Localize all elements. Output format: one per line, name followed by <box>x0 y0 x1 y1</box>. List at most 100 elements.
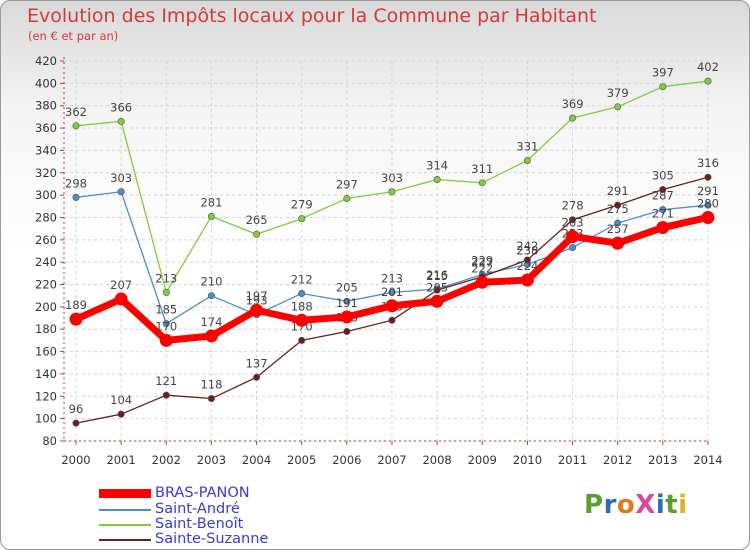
x-tick-label: 2001 <box>106 453 135 467</box>
data-point-bras-panon <box>159 333 173 347</box>
y-tick-label: 340 <box>35 143 57 157</box>
y-tick-label: 360 <box>35 121 57 135</box>
data-point-sainte-suzanne <box>569 216 577 224</box>
y-tick-label: 120 <box>35 389 57 403</box>
legend-swatch-saint-benoit <box>99 524 151 526</box>
data-label-saint-benoit: 265 <box>246 213 268 227</box>
logo-letter: P <box>584 490 604 520</box>
data-point-saint-benoit <box>478 179 486 187</box>
proxiti-logo[interactable]: ProXiti <box>584 490 688 520</box>
data-label-sainte-suzanne: 104 <box>110 393 132 407</box>
legend-label-saint-andre: Saint-André <box>155 501 240 517</box>
y-tick-label: 240 <box>35 255 57 269</box>
data-label-saint-andre: 210 <box>200 275 222 289</box>
data-point-saint-benoit <box>162 288 170 296</box>
data-label-sainte-suzanne: 242 <box>516 239 538 253</box>
data-label-sainte-suzanne: 316 <box>697 156 719 170</box>
y-tick-label: 320 <box>35 166 57 180</box>
logo-letter: i <box>678 490 688 520</box>
legend-item-bras-panon: BRAS-PANON <box>99 485 339 502</box>
data-label-saint-andre: 287 <box>652 189 674 203</box>
chart-subtitle: (en € et par an) <box>28 29 119 43</box>
data-label-saint-andre: 193 <box>246 294 268 308</box>
data-label-bras-panon: 205 <box>426 280 448 294</box>
data-label-saint-benoit: 331 <box>516 139 538 153</box>
data-label-bras-panon: 207 <box>110 278 132 292</box>
logo-letter: X <box>635 490 656 520</box>
data-label-saint-andre: 229 <box>471 253 493 267</box>
y-tick-label: 80 <box>42 434 57 448</box>
data-point-bras-panon <box>701 210 715 224</box>
data-label-saint-andre: 238 <box>516 243 538 257</box>
data-point-saint-benoit <box>614 103 622 111</box>
data-point-saint-andre <box>659 206 667 214</box>
data-label-sainte-suzanne: 137 <box>246 356 268 370</box>
data-label-bras-panon: 280 <box>697 196 719 210</box>
data-label-bras-panon: 170 <box>155 319 177 333</box>
data-label-saint-andre: 275 <box>607 202 629 216</box>
data-point-saint-andre <box>343 297 351 305</box>
data-label-saint-benoit: 213 <box>155 271 177 285</box>
data-label-bras-panon: 189 <box>65 298 87 312</box>
x-tick-label: 2009 <box>468 453 497 467</box>
y-tick-label: 380 <box>35 99 57 113</box>
chart-title: Evolution des Impôts locaux pour la Comm… <box>27 5 597 27</box>
data-label-sainte-suzanne: 215 <box>426 269 448 283</box>
data-point-sainte-suzanne <box>659 186 667 194</box>
data-point-saint-benoit <box>343 194 351 202</box>
data-label-bras-panon: 271 <box>652 207 674 221</box>
legend-label-sainte-suzanne: Sainte-Suzanne <box>155 531 269 547</box>
data-label-sainte-suzanne: 227 <box>471 256 493 270</box>
data-point-saint-benoit <box>433 175 441 183</box>
data-point-bras-panon <box>250 303 264 317</box>
logo-letter: t <box>665 490 679 520</box>
data-point-sainte-suzanne <box>253 373 261 381</box>
data-label-saint-andre: 213 <box>381 271 403 285</box>
data-point-saint-benoit <box>388 188 396 196</box>
data-point-bras-panon <box>430 294 444 308</box>
data-label-sainte-suzanne: 305 <box>652 169 674 183</box>
data-label-bras-panon: 191 <box>336 296 358 310</box>
data-label-saint-andre: 185 <box>155 303 177 317</box>
data-point-sainte-suzanne <box>704 173 712 181</box>
data-label-saint-andre: 291 <box>697 184 719 198</box>
data-label-bras-panon: 188 <box>291 299 313 313</box>
data-point-sainte-suzanne <box>388 316 396 324</box>
data-point-saint-andre <box>117 188 125 196</box>
x-tick-label: 2007 <box>377 453 406 467</box>
x-tick-label: 2008 <box>422 453 451 467</box>
data-label-saint-andre: 298 <box>65 176 87 190</box>
data-label-saint-benoit: 369 <box>562 97 584 111</box>
data-label-bras-panon: 257 <box>607 222 629 236</box>
data-point-bras-panon <box>204 329 218 343</box>
data-point-sainte-suzanne <box>72 419 80 427</box>
data-point-saint-andre <box>569 244 577 252</box>
data-point-sainte-suzanne <box>207 395 215 403</box>
data-point-saint-benoit <box>523 156 531 164</box>
data-point-sainte-suzanne <box>117 410 125 418</box>
legend-swatch-sainte-suzanne <box>99 539 151 541</box>
data-point-saint-andre <box>72 193 80 201</box>
data-point-saint-benoit <box>117 117 125 125</box>
data-label-saint-benoit: 402 <box>697 60 719 74</box>
data-point-bras-panon <box>385 299 399 313</box>
legend-item-saint-andre: Saint-André <box>99 501 339 518</box>
data-label-bras-panon: 224 <box>516 259 538 273</box>
data-point-sainte-suzanne <box>343 327 351 335</box>
data-point-saint-benoit <box>72 122 80 130</box>
data-point-bras-panon <box>340 310 354 324</box>
data-label-sainte-suzanne: 121 <box>155 374 177 388</box>
legend-item-saint-benoit: Saint-Benoît <box>99 516 339 533</box>
data-label-saint-benoit: 379 <box>607 86 629 100</box>
data-point-saint-benoit <box>569 114 577 122</box>
y-tick-label: 160 <box>35 345 57 359</box>
data-label-saint-andre: 212 <box>291 272 313 286</box>
x-tick-label: 2005 <box>287 453 316 467</box>
data-label-saint-benoit: 297 <box>336 177 358 191</box>
data-point-bras-panon <box>566 229 580 243</box>
data-point-bras-panon <box>69 312 83 326</box>
data-label-saint-andre: 216 <box>426 268 448 282</box>
data-point-bras-panon <box>611 236 625 250</box>
data-point-bras-panon <box>656 221 670 235</box>
